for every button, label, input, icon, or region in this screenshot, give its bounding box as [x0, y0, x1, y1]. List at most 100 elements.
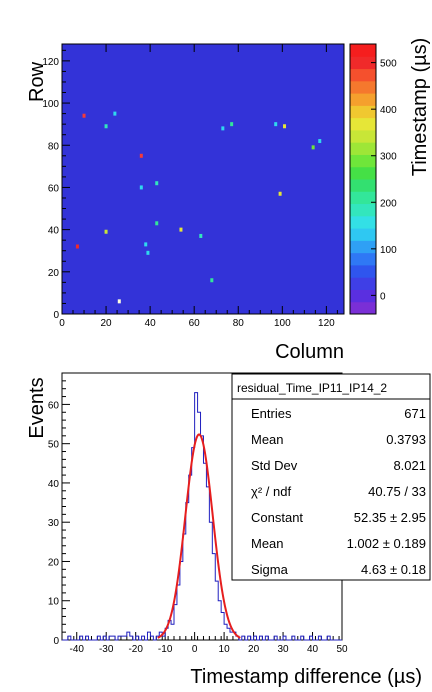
histogram-x-tick-label: -30: [99, 644, 114, 655]
colorbar-tick-label: 500: [380, 59, 397, 70]
stats-row-value: 671: [404, 406, 426, 421]
colorbar-segment: [350, 252, 376, 266]
hitmap-x-tick-label: 0: [59, 318, 65, 329]
hit-pixel: [146, 250, 150, 255]
histogram-y-axis-label: Events: [26, 377, 48, 438]
hitmap-y-tick-label: 40: [48, 226, 60, 237]
colorbar-segment: [350, 215, 376, 229]
histogram-y-tick-label: 0: [53, 636, 59, 647]
colorbar-segment: [350, 264, 376, 278]
hit-pixel: [117, 299, 121, 304]
stats-row-label: Std Dev: [251, 458, 298, 473]
histogram-x-tick-label: 30: [277, 644, 289, 655]
colorbar-segment: [350, 289, 376, 303]
histogram-x-axis-label: Timestamp difference (µs): [190, 666, 422, 688]
histogram-x-tick-label: 50: [336, 644, 348, 655]
hitmap-x-tick-label: 40: [145, 318, 157, 329]
hitmap-y-axis-label: Row: [26, 61, 48, 102]
colorbar-tick-label: 400: [380, 105, 397, 116]
colorbar-segment: [350, 240, 376, 254]
hit-pixel: [221, 126, 225, 131]
hit-pixel: [230, 122, 234, 127]
colorbar-segment: [350, 105, 376, 119]
hit-pixel: [82, 113, 86, 118]
colorbar-segment: [350, 203, 376, 217]
stats-row-label: Sigma: [251, 562, 289, 577]
colorbar-frame: [349, 43, 377, 315]
histogram-y-tick-label: 10: [48, 597, 60, 608]
histogram-y-tick-label: 50: [48, 440, 60, 451]
histogram-x-tick-label: -10: [158, 644, 173, 655]
colorbar-label: Timestamp (µs): [409, 38, 431, 177]
hit-pixel: [155, 181, 159, 186]
hit-pixel: [104, 229, 108, 234]
hit-pixel: [274, 122, 278, 127]
histogram-y-tick-label: 30: [48, 518, 60, 529]
stats-row-value: 4.63 ± 0.18: [361, 562, 426, 577]
hitmap-y-tick-label: 120: [42, 57, 59, 68]
gaussian-fit-curve: [157, 433, 241, 639]
hitmap-y-tick-label: 0: [53, 310, 59, 321]
hit-pixel: [278, 191, 282, 196]
stats-row-value: 0.3793: [386, 432, 426, 447]
hit-pixel: [155, 221, 159, 226]
hit-pixel: [311, 145, 315, 150]
hit-pixel: [318, 139, 322, 144]
hitmap-x-axis-label: Column: [275, 341, 344, 363]
stats-row-label: Mean: [251, 432, 284, 447]
colorbar-segment: [350, 142, 376, 155]
stats-box-title: residual_Time_IP11_IP14_2: [237, 381, 387, 395]
stats-box-frame: [231, 373, 431, 581]
colorbar-segment: [350, 277, 376, 290]
colorbar-tick-label: 200: [380, 198, 397, 209]
stats-box-rows: Entries 671 Mean 0.3793 Std Dev 8.021 χ² / ndf…: [251, 406, 426, 577]
histogram-x-tick-label: 40: [307, 644, 319, 655]
hitmap-plot-area: [61, 43, 345, 315]
colorbar: 0 100 200 300 400 500: [349, 43, 397, 315]
hit-pixel: [210, 278, 214, 283]
histogram-y-tick-label: 20: [48, 557, 60, 568]
hitmap-x-tick-label: 80: [233, 318, 245, 329]
hitmap-chart: 0 20 40 60 80 100 120 0 20 40 60 80 100 120 0 100 200 30…: [26, 38, 431, 363]
colorbar-tick-label: 0: [380, 291, 386, 302]
colorbar-segment: [350, 93, 376, 106]
hitmap-points: [75, 111, 322, 304]
hitmap-x-tick-label: 100: [274, 318, 291, 329]
colorbar-segment: [350, 129, 376, 143]
colorbar-segment: [350, 166, 376, 180]
hit-pixel: [144, 242, 148, 247]
residual-histogram: -40 -30 -20 -10 0 10 20 30 40 50 0 10 20 30 40 50 60 res…: [26, 372, 431, 688]
stats-row-label: Mean: [251, 536, 284, 551]
colorbar-segment: [350, 56, 376, 70]
hit-pixel: [113, 111, 117, 116]
stats-row-value: 52.35 ± 2.95: [354, 510, 426, 525]
hit-pixel: [199, 233, 203, 238]
hitmap-y-tick-label: 20: [48, 268, 60, 279]
stats-row-value: 8.021: [393, 458, 426, 473]
histogram-x-tick-label: 10: [219, 644, 231, 655]
hitmap-x-tick-label: 120: [318, 318, 335, 329]
stats-row-label: χ² / ndf: [251, 484, 291, 499]
hit-pixel: [139, 153, 143, 158]
histogram-x-tick-label: -40: [70, 644, 85, 655]
colorbar-segment: [350, 117, 376, 131]
histogram-bars: [62, 392, 342, 641]
histogram-x-tick-label: -20: [128, 644, 143, 655]
hit-pixel: [179, 227, 183, 232]
hit-pixel: [75, 244, 79, 249]
hitmap-x-tick-label: 20: [101, 318, 113, 329]
colorbar-segment: [350, 68, 376, 82]
hitmap-y-tick-label: 80: [48, 141, 60, 152]
stats-row-value: 40.75 / 33: [368, 484, 426, 499]
colorbar-tick-label: 300: [380, 152, 397, 163]
hitmap-y-tick-label: 100: [42, 99, 59, 110]
histogram-y-tick-label: 40: [48, 479, 60, 490]
histogram-x-tick-label: 0: [192, 644, 198, 655]
histogram-x-tick-label: 20: [248, 644, 260, 655]
hitmap-y-tick-label: 60: [48, 183, 60, 194]
colorbar-segment: [350, 191, 376, 205]
stats-row-label: Constant: [251, 510, 303, 525]
colorbar-tick-label: 100: [380, 245, 397, 256]
colorbar-segment: [350, 228, 376, 241]
